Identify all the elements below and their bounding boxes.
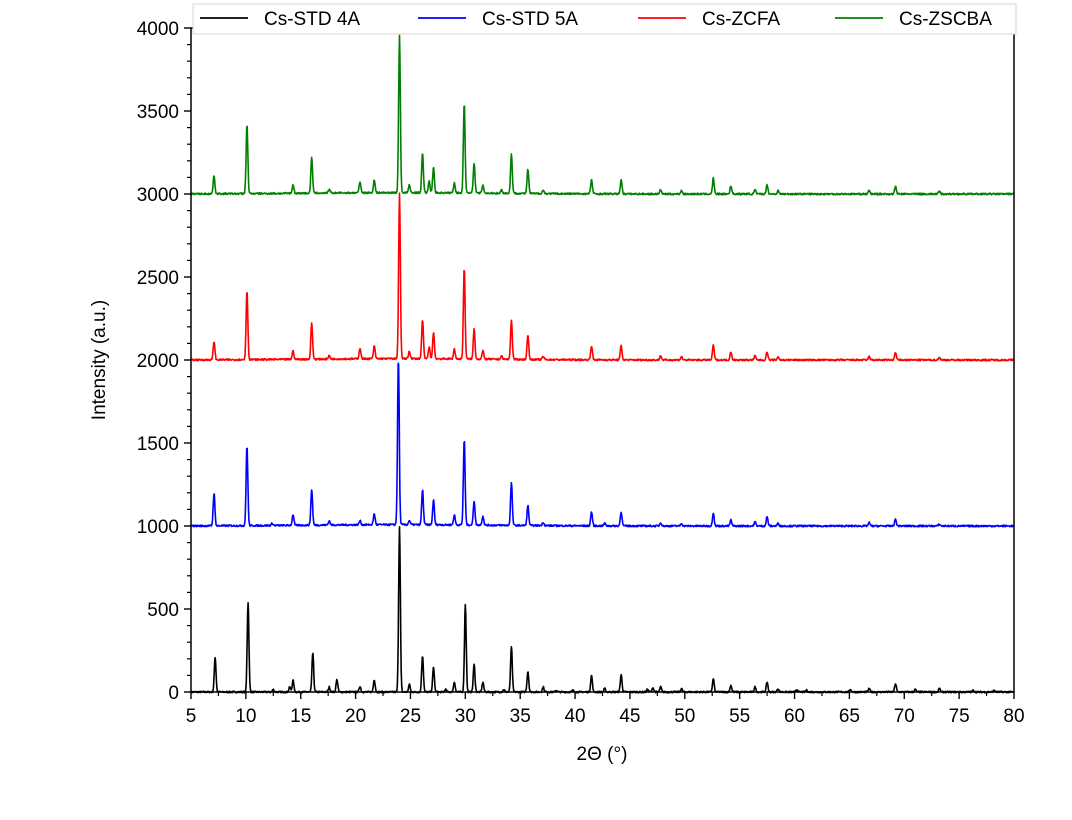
series-line-2 [190,192,1015,362]
x-tick-label-7: 40 [564,706,585,727]
y-tick-label-1: 500 [147,600,179,621]
x-tick-label-5: 30 [455,706,476,727]
legend-box [192,3,1017,35]
legend-label-0: Cs-STD 4A [264,9,360,30]
y-tick-label-0: 0 [168,683,179,704]
y-tick-label-8: 4000 [137,19,179,40]
legend-items: Cs-STD 4A Cs-STD 5A Cs-ZCFA Cs-ZSCBA [200,9,992,30]
y-tick-label-4: 2000 [137,351,179,372]
x-tick-label-6: 35 [510,706,531,727]
x-tick-label-1: 10 [235,706,256,727]
axis-layer: 5 10 15 20 25 30 35 40 45 50 55 60 65 70 75 80 0 500 1000 1… [137,19,1025,727]
legend-label-1: Cs-STD 5A [482,9,578,30]
y-tick-label-7: 3500 [137,102,179,123]
x-tick-label-13: 70 [894,706,915,727]
y-axis-title: Intensity (a.u.) [89,300,110,420]
x-tick-label-4: 25 [400,706,421,727]
legend-label-3: Cs-ZSCBA [899,9,992,30]
x-tick-label-9: 50 [674,706,695,727]
x-tick-label-10: 55 [729,706,750,727]
x-tick-label-15: 80 [1003,706,1024,727]
x-tick-label-14: 75 [949,706,970,727]
series-line-0 [190,526,1015,694]
legend: Cs-STD 4A Cs-STD 5A Cs-ZCFA Cs-ZSCBA [192,3,1017,35]
y-tick-label-2: 1000 [137,517,179,538]
series-layer [190,34,1015,694]
y-tick-label-5: 2500 [137,268,179,289]
x-axis-title: 2Θ (°) [577,744,628,765]
y-tick-label-3: 1500 [137,434,179,455]
legend-label-2: Cs-ZCFA [702,9,780,30]
x-tick-label-2: 15 [290,706,311,727]
x-tick-label-11: 60 [784,706,805,727]
x-tick-label-3: 20 [345,706,366,727]
x-tick-label-8: 45 [619,706,640,727]
series-line-3 [190,34,1015,196]
y-tick-label-6: 3000 [137,185,179,206]
series-line-1 [190,362,1015,528]
x-tick-label-12: 65 [839,706,860,727]
x-tick-label-0: 5 [186,706,197,727]
